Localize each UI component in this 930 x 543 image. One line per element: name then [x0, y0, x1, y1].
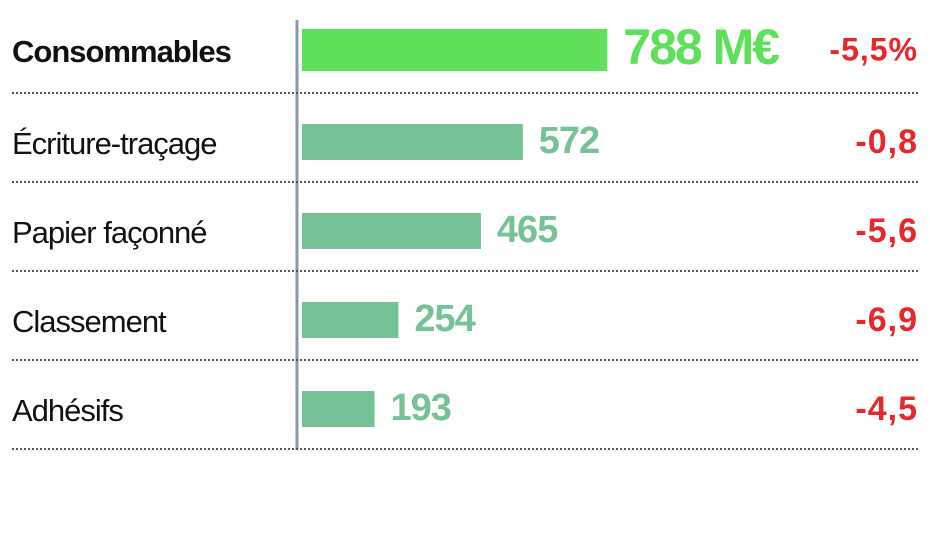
- category-label: Consommables: [12, 34, 231, 69]
- bar: [302, 213, 481, 249]
- category-label: Papier façonné: [12, 215, 207, 250]
- bar: [302, 302, 399, 338]
- value-label: 788 M€: [623, 19, 779, 75]
- change-label: -5,6: [855, 212, 918, 250]
- bar: [302, 29, 608, 71]
- change-label: -5,5%: [829, 31, 918, 67]
- bar: [302, 124, 523, 160]
- change-label: -6,9: [855, 301, 918, 339]
- value-label: 193: [391, 387, 451, 429]
- change-label: -4,5: [855, 390, 918, 428]
- category-label: Adhésifs: [12, 393, 123, 428]
- value-label: 465: [497, 209, 558, 251]
- value-label: 572: [539, 120, 599, 162]
- bar: [302, 391, 375, 427]
- category-label: Écriture-traçage: [12, 126, 217, 161]
- value-label: 254: [414, 298, 475, 340]
- category-label: Classement: [12, 304, 167, 339]
- change-label: -0,8: [855, 123, 918, 161]
